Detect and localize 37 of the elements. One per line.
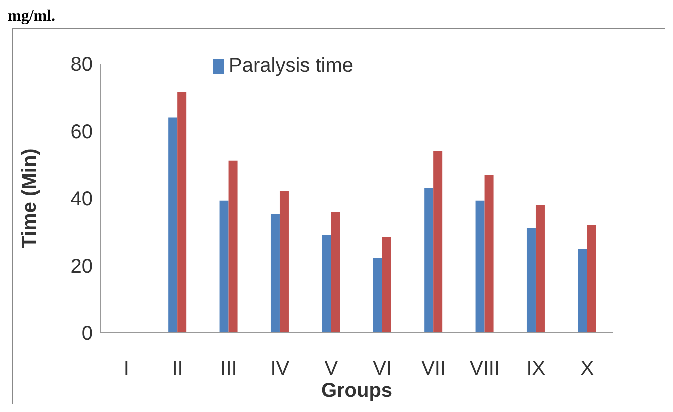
bar (280, 191, 289, 333)
x-tick-label: I (124, 358, 130, 380)
x-tick-label: IX (526, 358, 546, 380)
y-tick-label: 80 (70, 54, 93, 76)
bar (424, 188, 434, 333)
x-tick-label: VII (422, 358, 446, 380)
bar (476, 200, 485, 333)
bar (373, 258, 382, 333)
bar (228, 160, 238, 333)
text: mg/ml. (8, 8, 56, 26)
bar (331, 212, 340, 333)
bar (322, 235, 332, 333)
x-tick-label: V (324, 358, 339, 380)
bar (168, 118, 178, 333)
bar (270, 214, 280, 333)
bar (484, 174, 494, 333)
x-tick-label: III (220, 358, 238, 380)
x-tick-label: VIII (470, 358, 500, 380)
x-tick-label: II (172, 358, 184, 380)
bar (178, 92, 187, 333)
y-tick-label: 60 (70, 121, 93, 144)
y-tick-label: 20 (70, 256, 93, 278)
bar (578, 248, 588, 333)
legend-label: Paralysis time (228, 55, 354, 78)
bar (536, 205, 545, 333)
y-axis-title: Time (Min) (19, 148, 42, 248)
bar (587, 225, 596, 333)
x-tick-label: IV (270, 358, 290, 380)
bar (220, 200, 229, 333)
y-tick-label: 0 (82, 323, 93, 346)
x-axis-title: Groups (321, 380, 393, 402)
x-tick-label: X (580, 358, 594, 380)
bar (382, 238, 392, 333)
y-tick-label: 40 (70, 188, 93, 211)
bar (526, 228, 536, 333)
bar (434, 151, 443, 333)
x-tick-label: VI (373, 358, 392, 380)
